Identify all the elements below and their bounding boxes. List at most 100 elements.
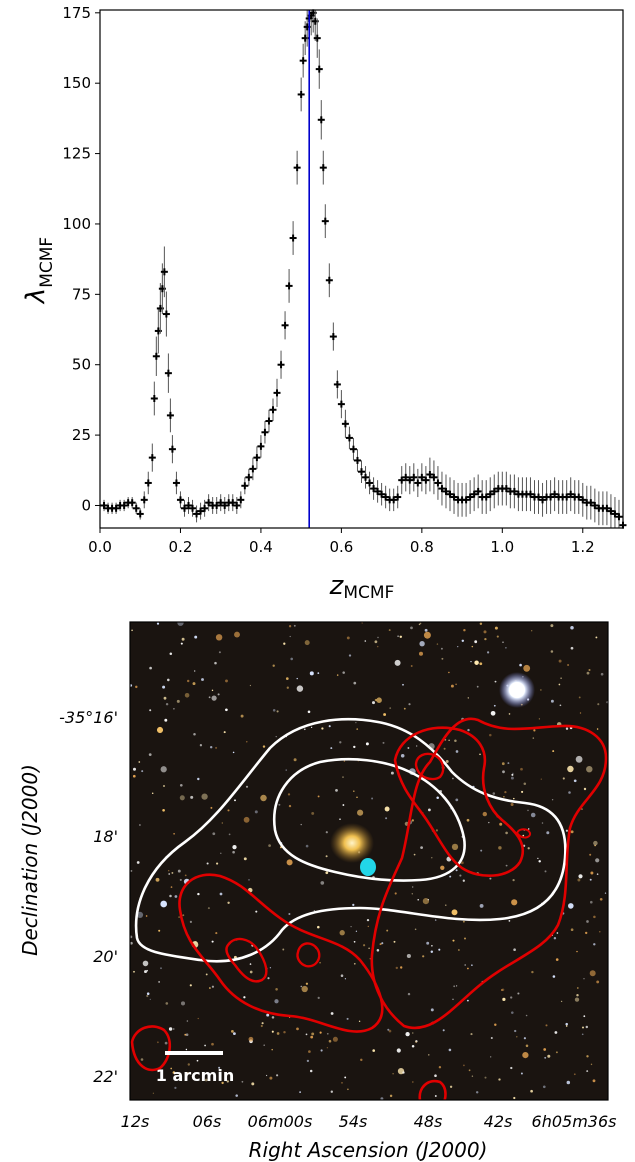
x-axis-ticks: 0.0 0.2 0.4 0.6 0.8 1.0 1.2 <box>88 528 595 556</box>
data-point <box>185 501 193 509</box>
data-point <box>358 468 365 476</box>
data-point <box>164 369 172 377</box>
y-tick-label: 75 <box>72 285 91 303</box>
data-point <box>273 389 281 397</box>
data-point <box>100 501 108 509</box>
data-point <box>547 493 555 501</box>
x-tick-label: 0.4 <box>249 538 273 556</box>
ra-tick-label: 42s <box>484 1112 513 1131</box>
x-axis-label-main: z <box>329 571 345 601</box>
data-point <box>205 499 213 507</box>
data-point <box>128 499 136 507</box>
data-point <box>120 501 128 509</box>
data-point <box>345 434 353 442</box>
contour-red-east <box>370 717 608 1030</box>
data-points <box>100 9 627 529</box>
contour-white-inner <box>272 757 466 882</box>
data-point <box>193 510 201 518</box>
data-point <box>603 504 611 512</box>
data-point <box>502 485 510 493</box>
y-tick-label: 50 <box>72 356 91 374</box>
data-point <box>349 445 357 453</box>
data-point <box>430 473 438 481</box>
data-point <box>434 479 442 487</box>
ra-tick-labels: 12s 06s 06m00s 54s 48s 42s 6h05m36s <box>121 1112 617 1131</box>
data-point <box>510 487 518 495</box>
sky-image: 1 arcmin <box>130 622 608 1100</box>
data-point <box>315 65 323 73</box>
data-point <box>370 485 378 493</box>
data-point <box>611 510 619 518</box>
ra-tick-label: 06s <box>193 1112 222 1131</box>
x-tick-label: 0.6 <box>329 538 353 556</box>
y-axis-label-sub: MCMF <box>37 237 57 288</box>
data-point <box>281 321 289 329</box>
data-point <box>229 499 237 507</box>
data-point <box>265 417 273 425</box>
data-point <box>539 496 547 504</box>
data-point <box>325 276 333 284</box>
data-point <box>353 456 361 464</box>
data-point <box>319 164 327 172</box>
image-frame <box>129 621 609 1101</box>
data-point <box>362 473 370 481</box>
scale-bar <box>165 1051 223 1055</box>
y-tick-label: 0 <box>81 496 91 514</box>
data-point <box>166 411 174 419</box>
data-point <box>394 493 402 501</box>
contour-red-small-2 <box>225 937 268 983</box>
data-point <box>474 487 482 495</box>
data-point <box>490 487 498 495</box>
lambda-vs-z-plot: 0.0 0.2 0.4 0.6 0.8 1.0 1.2 0 25 50 75 100 125 150 17… <box>21 4 627 603</box>
data-point <box>221 501 229 509</box>
x-tick-label: 0.8 <box>410 538 434 556</box>
data-point <box>189 504 197 512</box>
data-point <box>160 268 168 276</box>
data-point <box>289 234 297 242</box>
data-point <box>217 499 225 507</box>
contour-red-small-3 <box>296 942 321 968</box>
data-point <box>442 487 450 495</box>
star-field <box>130 622 608 1100</box>
data-point <box>132 504 140 512</box>
data-point <box>269 406 277 414</box>
data-point <box>450 493 458 501</box>
y-tick-label: 25 <box>72 426 91 444</box>
ra-tick-label: 12s <box>121 1112 150 1131</box>
data-point <box>237 496 245 504</box>
data-point <box>245 473 253 481</box>
data-point <box>615 513 623 521</box>
data-point <box>277 361 285 369</box>
data-point <box>418 473 426 481</box>
contour-white-outer <box>134 718 567 963</box>
data-point <box>426 471 434 479</box>
data-point <box>406 476 414 484</box>
x-tick-label: 0.0 <box>88 538 112 556</box>
data-point <box>168 445 176 453</box>
data-point <box>197 507 205 515</box>
data-point <box>152 352 160 360</box>
plot-frame <box>99 9 624 529</box>
contour-red-southwest <box>178 873 384 1033</box>
data-point <box>313 34 321 42</box>
data-point <box>410 473 418 481</box>
sky-image-panel: 1 arcmin 12s 06s 06m00s 54s 48s 42s 6h05… <box>18 621 617 1162</box>
data-point <box>329 333 337 341</box>
data-point <box>607 507 615 515</box>
data-point <box>341 420 349 428</box>
data-point <box>241 482 249 490</box>
contour-red-north <box>393 726 525 878</box>
data-point <box>378 490 386 498</box>
data-point <box>414 479 422 487</box>
data-point <box>402 473 410 481</box>
data-point <box>213 501 221 509</box>
data-point <box>180 504 188 512</box>
data-point <box>261 428 269 436</box>
data-point <box>333 380 341 388</box>
data-point <box>136 510 144 518</box>
data-point <box>201 504 209 512</box>
y-tick-label: 100 <box>62 215 91 233</box>
contour-red-small-1 <box>414 752 445 781</box>
contour-red-tiny <box>515 828 532 839</box>
y-axis-ticks: 0 25 50 75 100 125 150 175 <box>62 4 100 514</box>
